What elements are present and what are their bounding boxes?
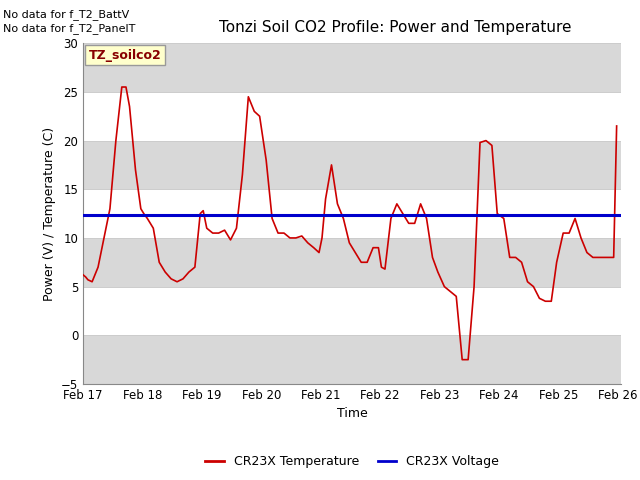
Text: No data for f_T2_PanelT: No data for f_T2_PanelT xyxy=(3,23,136,34)
Bar xyxy=(83,43,621,92)
Title: Tonzi Soil CO2 Profile: Power and Temperature: Tonzi Soil CO2 Profile: Power and Temper… xyxy=(219,20,572,35)
Legend: CR23X Temperature, CR23X Voltage: CR23X Temperature, CR23X Voltage xyxy=(200,450,504,473)
Text: No data for f_T2_BattV: No data for f_T2_BattV xyxy=(3,9,129,20)
Text: TZ_soilco2: TZ_soilco2 xyxy=(88,48,161,61)
Bar xyxy=(83,238,621,287)
X-axis label: Time: Time xyxy=(337,408,367,420)
Bar xyxy=(83,141,621,189)
Bar xyxy=(83,336,621,384)
Y-axis label: Power (V) / Temperature (C): Power (V) / Temperature (C) xyxy=(42,127,56,300)
